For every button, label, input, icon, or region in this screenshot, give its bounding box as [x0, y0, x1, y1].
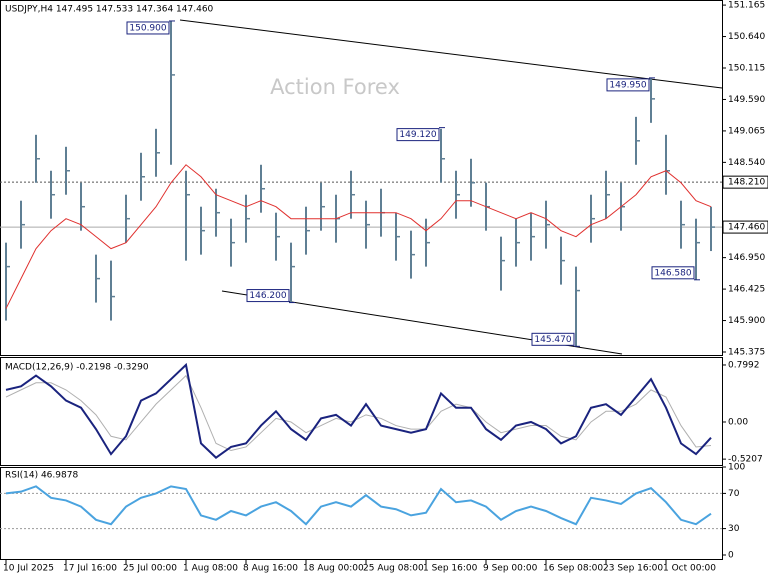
- y-tick-label: 145.900: [728, 316, 765, 326]
- annotation-box: [651, 266, 695, 280]
- price-panel: [0, 0, 723, 356]
- x-tick-label: 1 Oct 00:00: [663, 564, 716, 574]
- watermark: Action Forex: [270, 75, 400, 99]
- y-tick-label: 70: [728, 489, 740, 499]
- y-tick-label: 146.425: [728, 285, 765, 295]
- chart-title: USDJPY,H4 147.495 147.533 147.364 147.46…: [5, 5, 214, 15]
- annotation-box: [126, 21, 170, 35]
- indicator-line: [5, 362, 712, 459]
- x-tick-label: 9 Sep 00:00: [483, 564, 538, 574]
- y-tick-label: 145.375: [728, 348, 765, 358]
- x-tick-label: 17 Jul 16:00: [63, 564, 117, 574]
- x-tick-label: 1 Aug 08:00: [183, 564, 238, 574]
- moving-average: [5, 164, 712, 309]
- y-tick-label: 149.590: [728, 95, 765, 105]
- y-tick-label: 150.115: [728, 64, 765, 74]
- y-tick-label: 149.065: [728, 126, 765, 136]
- annotation-box: [396, 128, 440, 142]
- y-tick-label: 100: [728, 463, 745, 473]
- annotation-label: 146.580: [654, 268, 691, 278]
- annotation-box: [246, 289, 290, 303]
- y-tick-label: 146.950: [728, 253, 765, 263]
- y-tick-label: 0.7992: [728, 360, 760, 370]
- x-tick-label: 16 Sep 08:00: [543, 564, 603, 574]
- annotation-label: 149.120: [399, 130, 436, 140]
- y-tick-label: 150.640: [728, 32, 765, 42]
- rsi-title: RSI(14) 46.9878: [5, 471, 78, 481]
- y-tick-label: 30: [728, 524, 740, 534]
- indicator-line: [5, 485, 712, 526]
- x-tick-label: 25 Jul 00:00: [123, 564, 177, 574]
- annotation-box: [531, 332, 575, 346]
- macd-title: MACD(12,26,9) -0.2198 -0.3290: [5, 363, 149, 373]
- y-tick-label: 0: [728, 551, 734, 561]
- channel-upper: [179, 19, 723, 89]
- rsi-panel: [0, 467, 723, 560]
- x-tick-label: 25 Aug 08:00: [363, 564, 424, 574]
- annotation-box: [606, 78, 650, 92]
- last-price-box: [722, 220, 768, 234]
- macd-panel: [0, 357, 723, 466]
- x-tick-label: 18 Aug 00:00: [303, 564, 364, 574]
- y-tick-label: 0.00: [728, 417, 748, 427]
- y-tick-label: -0.5207: [728, 455, 763, 465]
- x-tick-label: 8 Aug 16:00: [243, 564, 298, 574]
- y-tick-label: 148.540: [728, 158, 765, 168]
- level-label-box: [722, 175, 768, 189]
- x-tick-label: 23 Sep 16:00: [603, 564, 663, 574]
- x-tick-label: 1 Sep 16:00: [423, 564, 478, 574]
- annotation-label: 145.470: [534, 335, 571, 345]
- y-tick-label: 151.165: [728, 1, 765, 11]
- x-tick-label: 10 Jul 2025: [3, 564, 54, 574]
- level-label: 148.210: [728, 178, 765, 188]
- annotation-label: 146.200: [249, 291, 286, 301]
- indicator-line: [5, 374, 712, 452]
- annotation-label: 149.950: [609, 80, 646, 90]
- last-price-label: 147.460: [728, 223, 765, 233]
- annotation-label: 150.900: [129, 23, 166, 33]
